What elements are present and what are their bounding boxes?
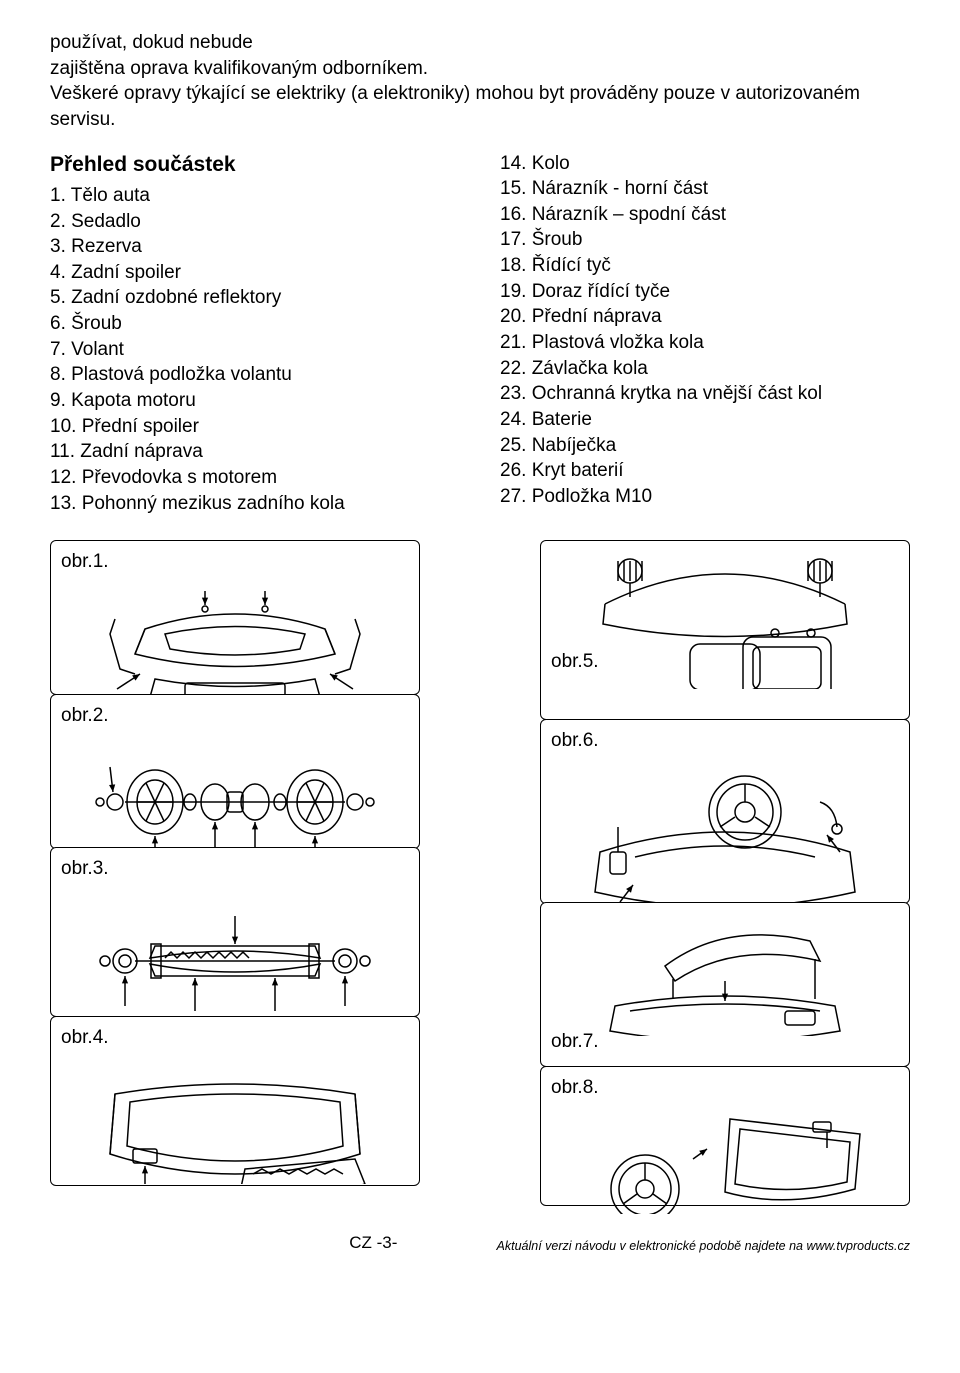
- parts-item: 23. Ochranná krytka na vnější část kol: [500, 381, 910, 407]
- parts-item: 7. Volant: [50, 337, 460, 363]
- figure-box: obr.1.: [50, 540, 420, 695]
- figure-box: obr.4.: [50, 1016, 420, 1186]
- parts-list-right: 14. Kolo15. Nárazník - horní část16. Nár…: [500, 151, 910, 510]
- parts-item: 13. Pohonný mezikus zadního kola: [50, 491, 460, 517]
- parts-col-left: Přehled součástek 1. Tělo auta2. Sedadlo…: [50, 151, 460, 517]
- figure-box: obr.5.: [540, 540, 910, 720]
- parts-item: 26. Kryt baterií: [500, 458, 910, 484]
- intro-line: používat, dokud nebude: [50, 30, 910, 56]
- figure-label: obr.5.: [551, 649, 899, 675]
- figure-label: obr.6.: [551, 728, 899, 754]
- figure-illustration: [85, 732, 385, 847]
- intro-line: Veškeré opravy týkající se elektriky (a …: [50, 81, 910, 132]
- parts-item: 1. Tělo auta: [50, 183, 460, 209]
- figures-col-right: obr.5. obr.6. obr.7. obr.8.: [540, 540, 910, 1204]
- parts-item: 21. Plastová vložka kola: [500, 330, 910, 356]
- parts-item: 27. Podložka M10: [500, 484, 910, 510]
- parts-item: 3. Rezerva: [50, 234, 460, 260]
- intro-text: používat, dokud nebude zajištěna oprava …: [50, 30, 910, 133]
- figure-illustration: [575, 757, 875, 902]
- parts-item: 6. Šroub: [50, 311, 460, 337]
- parts-item: 17. Šroub: [500, 227, 910, 253]
- figure-illustration: [575, 911, 875, 1036]
- parts-item: 4. Zadní spoiler: [50, 260, 460, 286]
- figure-illustration: [575, 1104, 875, 1214]
- figure-label: obr.8.: [551, 1075, 899, 1101]
- intro-line: zajištěna oprava kvalifikovaným odborník…: [50, 56, 910, 82]
- figures-row: obr.1.obr.2.obr.3.obr.4. obr.5.obr.6.obr…: [50, 540, 910, 1204]
- parts-item: 2. Sedadlo: [50, 209, 460, 235]
- figure-box: obr.8.: [540, 1066, 910, 1206]
- page-number: CZ -3-: [349, 1232, 397, 1255]
- parts-title: Přehled součástek: [50, 151, 460, 179]
- parts-item: 18. Řídící tyč: [500, 253, 910, 279]
- parts-item: 11. Zadní náprava: [50, 439, 460, 465]
- figure-illustration: [85, 579, 385, 694]
- parts-item: 16. Nárazník – spodní část: [500, 202, 910, 228]
- parts-item: 19. Doraz řídící tyče: [500, 279, 910, 305]
- figure-box: obr.6.: [540, 719, 910, 904]
- parts-item: 12. Převodovka s motorem: [50, 465, 460, 491]
- figure-label: obr.7.: [551, 1029, 599, 1055]
- figure-label: obr.2.: [61, 703, 409, 729]
- figure-box: obr.3.: [50, 847, 420, 1017]
- figure-label: obr.3.: [61, 856, 409, 882]
- parts-item: 8. Plastová podložka volantu: [50, 362, 460, 388]
- parts-item: 14. Kolo: [500, 151, 910, 177]
- figure-label: obr.4.: [61, 1025, 409, 1051]
- parts-item: 24. Baterie: [500, 407, 910, 433]
- footer: CZ -3- Aktuální verzi návodu v elektroni…: [50, 1232, 910, 1255]
- parts-col-right: 14. Kolo15. Nárazník - horní část16. Nár…: [500, 151, 910, 517]
- figure-label: obr.1.: [61, 549, 409, 575]
- parts-columns: Přehled součástek 1. Tělo auta2. Sedadlo…: [50, 151, 910, 517]
- parts-item: 25. Nabíječka: [500, 433, 910, 459]
- parts-item: 5. Zadní ozdobné reflektory: [50, 285, 460, 311]
- figure-box: obr.2.: [50, 694, 420, 849]
- figure-box: obr.7.: [540, 902, 910, 1067]
- parts-item: 22. Závlačka kola: [500, 356, 910, 382]
- figures-col-left: obr.1. obr.2. obr.3. obr.4.: [50, 540, 420, 1204]
- figure-illustration: [85, 886, 385, 1016]
- parts-item: 10. Přední spoiler: [50, 414, 460, 440]
- figure-illustration: [85, 1054, 385, 1184]
- parts-item: 15. Nárazník - horní část: [500, 176, 910, 202]
- parts-item: 9. Kapota motoru: [50, 388, 460, 414]
- parts-list-left: 1. Tělo auta2. Sedadlo3. Rezerva4. Zadní…: [50, 183, 460, 516]
- parts-item: 20. Přední náprava: [500, 304, 910, 330]
- footer-note: Aktuální verzi návodu v elektronické pod…: [497, 1238, 910, 1255]
